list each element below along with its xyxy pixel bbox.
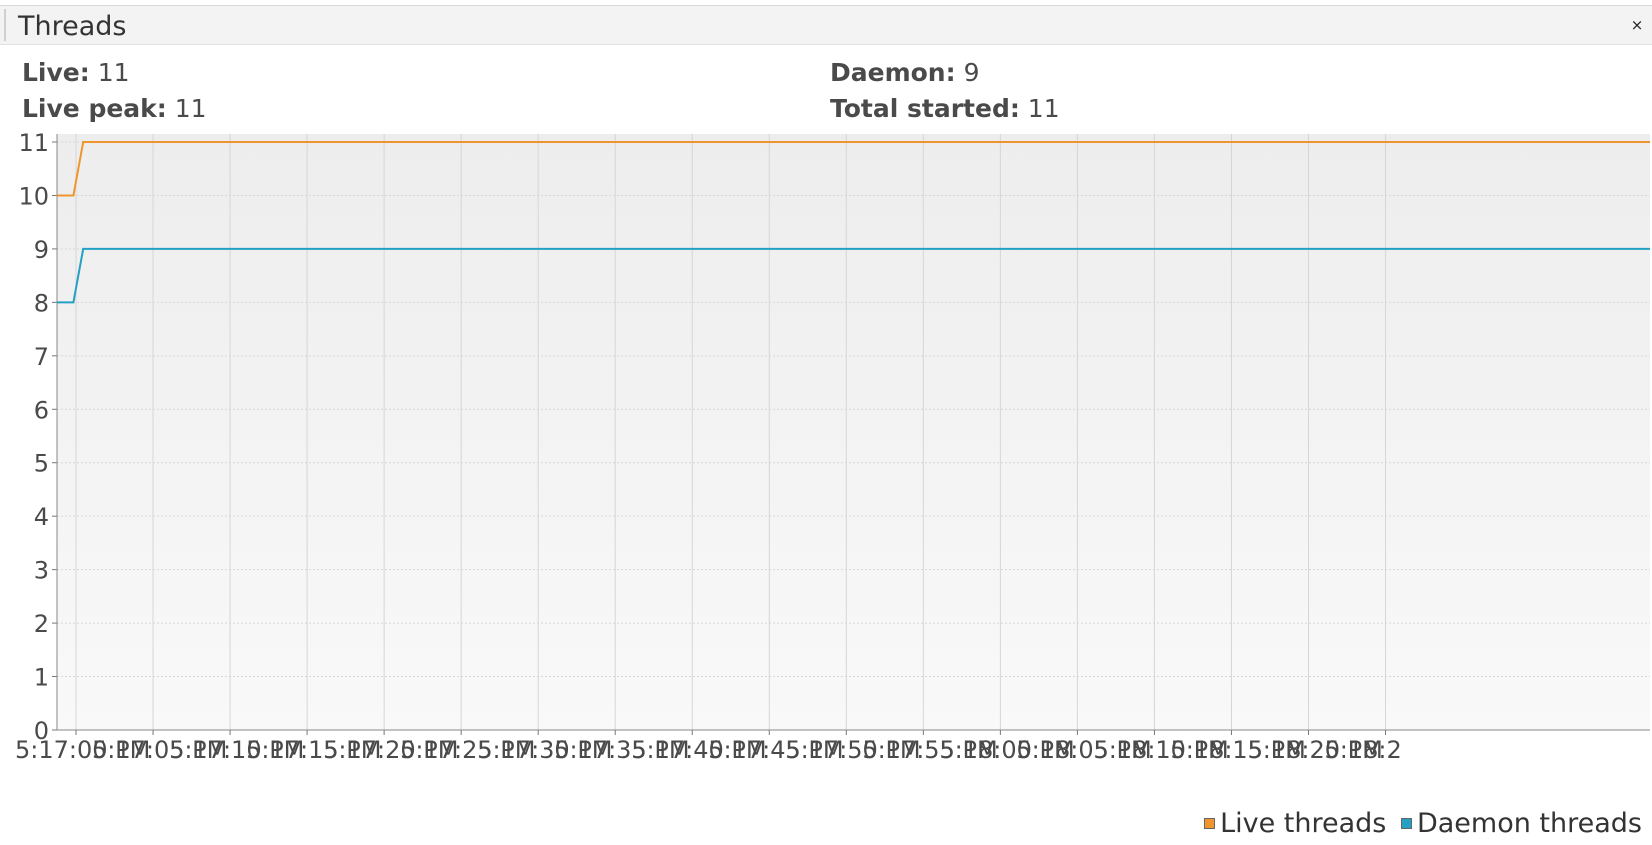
x-tick-label: 5:17:15 PM	[246, 736, 381, 764]
y-tick-label: 9	[34, 236, 49, 264]
x-tick-label: 5:17:55 PM	[862, 736, 997, 764]
legend-label-live: Live threads	[1220, 808, 1387, 839]
x-tick-label: 5:18:05 PM	[1016, 736, 1151, 764]
legend-item-daemon: Daemon threads	[1400, 808, 1642, 839]
x-tick-label: 5:17:45 PM	[708, 736, 843, 764]
x-tick-label: 5:17:30 PM	[477, 736, 612, 764]
legend-swatch-live	[1204, 818, 1216, 829]
x-tick-label: 5:17:05 PM	[92, 736, 227, 764]
series-line-daemon	[57, 247, 1650, 304]
y-tick-label: 11	[18, 130, 49, 157]
x-tick-label: 5:17:35 PM	[554, 736, 689, 764]
x-tick-label: 5:18:10 PM	[1093, 736, 1228, 764]
stat-total-started-value: 11	[1027, 94, 1060, 123]
stat-daemon-label: Daemon:	[830, 58, 956, 87]
stat-live-label: Live:	[22, 58, 90, 87]
stat-daemon-value: 9	[963, 58, 980, 87]
stat-live-peak-value: 11	[174, 94, 207, 123]
chart-legend: Live threads Daemon threads	[1204, 808, 1642, 839]
stat-total-started-label: Total started:	[830, 94, 1020, 123]
y-tick-label: 6	[34, 396, 49, 424]
y-tick-label: 5	[34, 450, 49, 478]
x-tick-label: 5:18:15 PM	[1170, 736, 1305, 764]
x-tick-label: 5:17:50 PM	[785, 736, 920, 764]
x-tick-label: 5:17:20 PM	[323, 736, 458, 764]
close-icon[interactable]: ×	[1630, 16, 1644, 34]
y-tick-label: 2	[34, 610, 49, 638]
stat-total-started: Total started: 11	[830, 94, 1060, 123]
x-tick-label: 5:17:00 PM	[15, 736, 150, 764]
series-line-live	[57, 141, 1650, 197]
legend-swatch-daemon	[1400, 818, 1412, 829]
stat-live-value: 11	[97, 58, 130, 87]
stat-daemon: Daemon: 9	[830, 58, 979, 87]
y-tick-label: 0	[34, 717, 49, 745]
y-tick-label: 10	[18, 182, 49, 210]
y-tick-label: 3	[34, 557, 49, 585]
x-tick-label: 5:18:00 PM	[939, 736, 1074, 764]
y-tick-label: 8	[34, 289, 49, 317]
stat-live-peak: Live peak: 11	[22, 94, 207, 123]
x-tick-label: 5:18:2	[1325, 736, 1402, 764]
y-tick-label: 1	[34, 664, 49, 692]
x-tick-label: 5:18:20 PM	[1247, 736, 1382, 764]
panel-title: Threads	[18, 11, 127, 42]
legend-label-daemon: Daemon threads	[1416, 808, 1642, 839]
x-tick-label: 5:17:25 PM	[400, 736, 535, 764]
x-tick-label: 5:17:40 PM	[631, 736, 766, 764]
x-tick-label: 5:17:10 PM	[169, 736, 304, 764]
y-tick-label: 4	[34, 503, 49, 531]
panel-edge	[4, 9, 6, 41]
legend-item-live: Live threads	[1204, 808, 1386, 839]
y-tick-label: 7	[34, 343, 49, 371]
stat-live-peak-label: Live peak:	[22, 94, 167, 123]
panel-titlebar: Threads ×	[0, 5, 1652, 45]
stat-live: Live: 11	[22, 58, 130, 87]
plot-area	[57, 134, 1650, 730]
